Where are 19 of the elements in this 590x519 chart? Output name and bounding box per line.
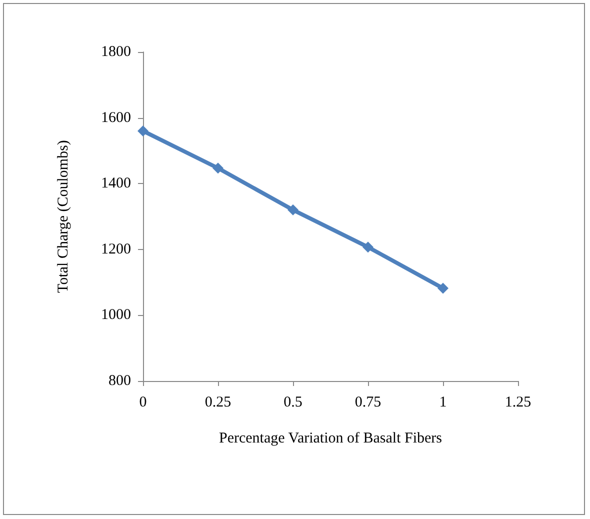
x-tick-label: 0.25: [204, 394, 232, 410]
point: [362, 242, 374, 253]
y-tick-label: 800: [108, 373, 131, 389]
x-tick-label: 1: [439, 394, 447, 410]
x-axis-title: Percentage Variation of Basalt Fibers: [219, 430, 442, 446]
point: [288, 204, 298, 216]
y-tick-label: 1400: [101, 176, 131, 192]
y-axis-title: Total Charge (Coulombs): [56, 140, 72, 293]
y-tick-label: 1200: [101, 241, 131, 258]
x-tick-label: 0.75: [354, 394, 382, 410]
y-tick-label: 1600: [101, 110, 131, 126]
point: [438, 282, 448, 294]
x-tick-label: 1.25: [504, 394, 532, 410]
x-tick-label: 0: [139, 394, 147, 410]
point: [138, 125, 148, 136]
y-tick-label: 1800: [101, 44, 131, 60]
point: [212, 162, 224, 174]
y-tick-label: 1000: [101, 307, 131, 324]
x-tick-label: 0.5: [284, 394, 302, 410]
